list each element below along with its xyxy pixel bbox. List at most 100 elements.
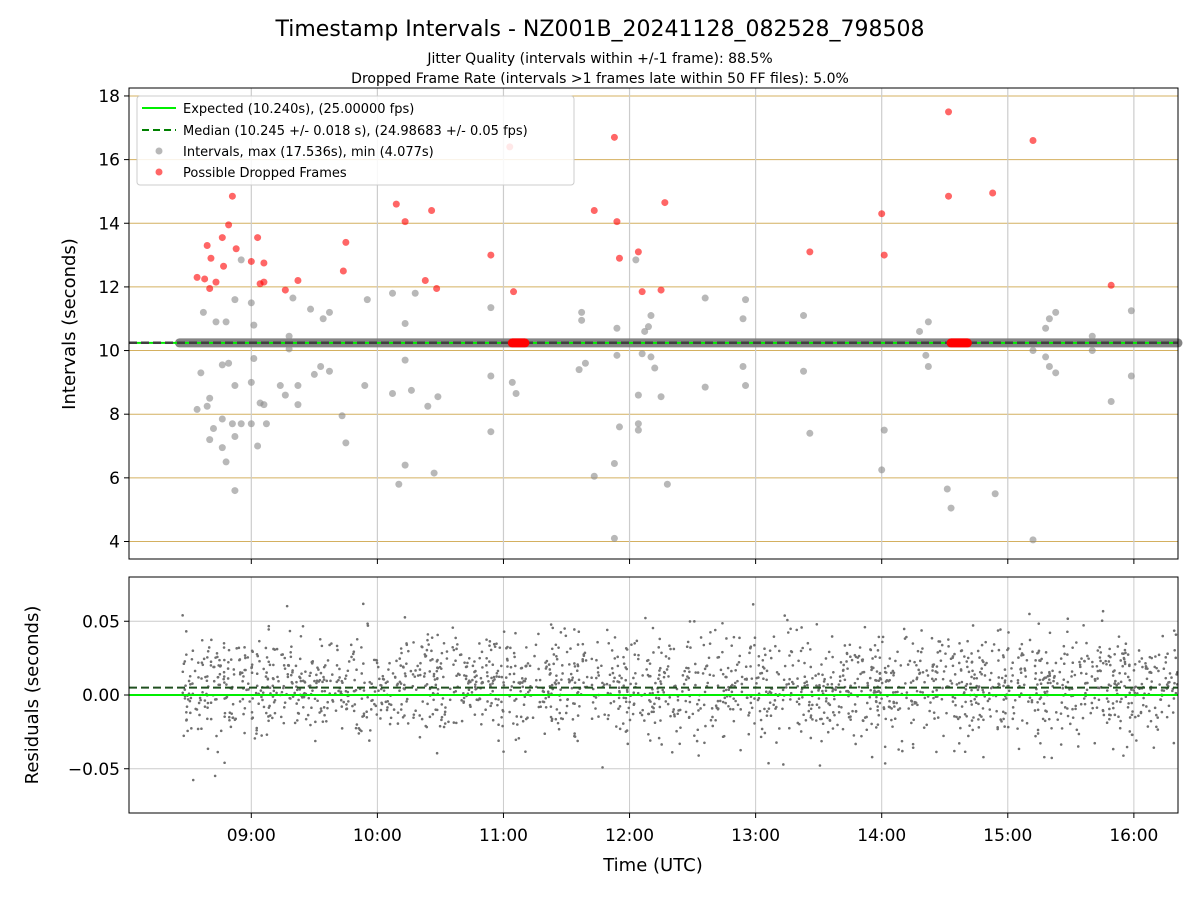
residual-point [280,690,284,694]
interval-point [800,312,808,320]
residual-point [496,703,499,707]
residual-point [601,766,604,769]
residual-point [271,684,275,688]
residual-point [811,703,814,707]
residual-point [255,684,259,688]
residual-point [297,698,300,702]
residual-point [1066,714,1070,718]
residual-point [1144,662,1147,665]
residual-point [1006,648,1009,652]
residual-point [967,670,971,674]
interval-point [638,350,646,358]
residual-point [999,628,1002,631]
residual-point [711,724,715,728]
residual-point [815,622,819,626]
residual-point [412,716,415,719]
residual-point [966,665,969,669]
residual-point [181,614,184,617]
residual-point [1078,663,1082,667]
residual-point [748,711,751,714]
residual-point [1019,667,1023,670]
residual-point [1093,696,1096,700]
interval-point [924,362,932,370]
residual-point [809,736,813,740]
residual-point [559,631,563,634]
residual-point [888,657,892,660]
residual-point [264,646,268,650]
residual-point [892,673,895,677]
residual-point [657,736,661,740]
residual-point [345,707,349,710]
residual-point [1138,660,1141,663]
residual-point [906,663,910,666]
residual-point [360,646,363,649]
residual-point [853,681,857,685]
residual-point [1115,688,1118,692]
residual-point [809,707,813,711]
residual-point [1124,651,1127,655]
interval-point [578,308,586,316]
residual-point [431,712,435,716]
residual-point [960,705,964,708]
residual-point [318,638,322,641]
residual-point [822,680,826,683]
residual-point [1002,717,1005,721]
residual-point [1095,706,1099,709]
residual-point [857,685,861,689]
residual-point [206,656,209,659]
residual-point [490,676,493,680]
residual-point [747,714,750,717]
residual-point [678,708,682,712]
residual-point [974,701,978,704]
residual-point [934,678,938,681]
residual-point [1155,713,1158,717]
residual-point [523,695,527,699]
residual-point [837,683,841,686]
residual-point [1142,696,1145,700]
residual-point [571,676,574,679]
residual-point [543,732,547,735]
residual-point [547,695,551,699]
residual-point [304,670,307,673]
residual-point [784,686,788,689]
residual-point [188,699,192,703]
residual-point [808,700,811,704]
residual-point [601,681,604,685]
residual-point [860,734,863,738]
residual-point [905,696,908,700]
residual-point [198,696,202,700]
residual-point [685,666,688,670]
residual-point [1113,682,1116,685]
residual-point [1149,719,1153,723]
residual-point [438,724,442,728]
residual-point [693,662,697,666]
residual-point [1077,732,1081,736]
residual-point [435,660,439,663]
residual-point [357,727,361,730]
residual-point [1034,677,1037,681]
residual-point [963,750,967,754]
residuals-ytick-label: 0.00 [82,686,120,706]
residual-point [491,718,495,722]
residual-point [1038,678,1042,682]
residual-point [685,645,689,648]
interval-point [247,378,255,386]
residual-point [953,673,957,676]
residual-point [971,669,974,673]
residual-point [606,717,610,721]
residual-point [996,727,999,731]
residual-point [675,729,678,733]
residual-point [239,671,242,674]
residual-point [351,704,354,708]
residual-point [800,626,803,629]
residual-point [702,703,706,707]
residual-point [1155,725,1158,729]
residual-point [916,703,919,707]
residual-point [798,722,801,726]
residual-point [552,653,556,656]
residual-point [445,650,449,653]
residual-point [1030,700,1034,704]
residual-point [683,669,686,673]
residual-point [874,678,877,682]
residual-point [498,646,502,649]
